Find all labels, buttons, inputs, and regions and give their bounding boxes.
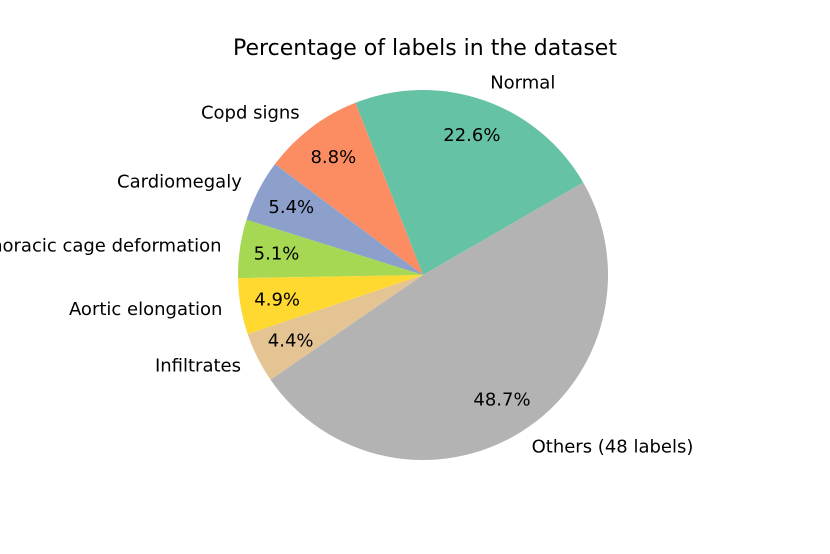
pct-label-copd-signs: 8.8% — [310, 147, 356, 168]
pie-slice-cardiomegaly — [246, 164, 423, 275]
slice-label-normal: Normal — [490, 72, 555, 93]
pie-slice-normal — [355, 89, 584, 275]
slice-label-infiltrates: Infiltrates — [155, 356, 241, 377]
pie-labels: 22.6% Normal 8.8% Copd signs 5.4% Cardiomegal… — [0, 72, 693, 457]
pct-label-infiltrates: 4.4% — [268, 331, 314, 352]
chart-title: Percentage of labels in the dataset — [233, 36, 617, 61]
slice-label-copd-signs: Copd signs — [201, 103, 300, 124]
pie-slices — [238, 89, 609, 461]
slice-label-thoracic-cage-deformation: Thoracic cage deformation — [0, 235, 222, 256]
slice-label-cardiomegaly: Cardiomegaly — [117, 172, 242, 193]
pct-label-thoracic-cage-deformation: 5.1% — [254, 243, 300, 264]
pct-label-normal: 22.6% — [443, 125, 500, 146]
slice-label-others-48-labels: Others (48 labels) — [532, 437, 694, 458]
pie-slice-aortic-elongation — [238, 275, 423, 335]
pct-label-aortic-elongation: 4.9% — [254, 290, 300, 311]
pct-label-others-48-labels: 48.7% — [473, 390, 530, 411]
pie-slice-thoracic-cage-deformation — [238, 219, 423, 279]
slice-label-aortic-elongation: Aortic elongation — [69, 299, 223, 320]
pie-slice-others-48-labels — [270, 182, 609, 461]
pie-slice-copd-signs — [274, 102, 423, 275]
pie-slice-infiltrates — [247, 275, 423, 380]
pct-label-cardiomegaly: 5.4% — [268, 197, 314, 218]
